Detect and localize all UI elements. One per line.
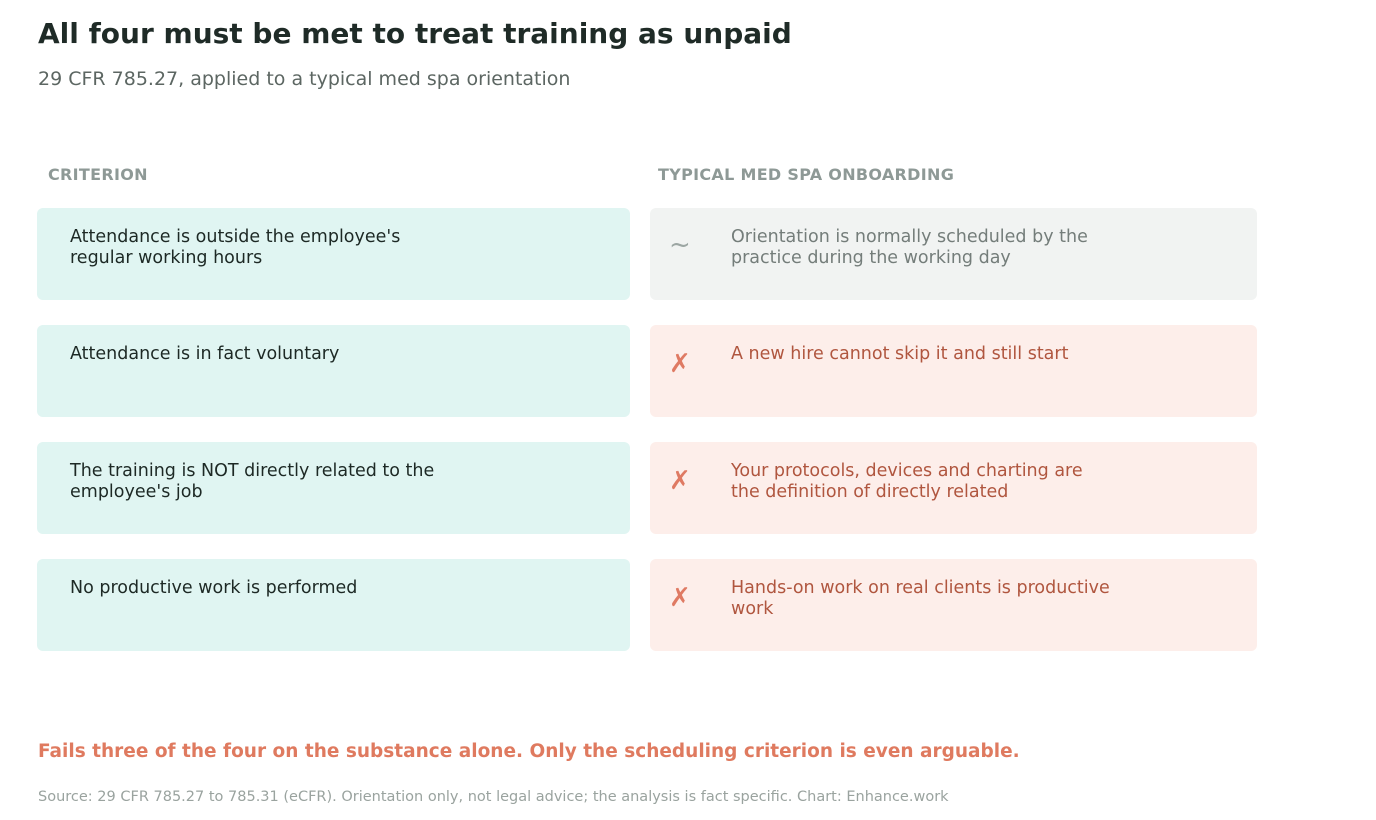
criterion-row: The training is NOT directly related to …	[0, 442, 1376, 534]
assessment-card-fails: ✗ Your protocols, devices and charting a…	[650, 442, 1257, 534]
criterion-card: No productive work is performed	[37, 559, 630, 651]
criterion-text: Attendance is outside the employee's reg…	[70, 227, 401, 268]
cross-icon: ✗	[669, 466, 691, 496]
assessment-card-arguable: ~ Orientation is normally scheduled by t…	[650, 208, 1257, 300]
assessment-text: Hands-on work on real clients is product…	[731, 578, 1110, 619]
criterion-card: Attendance is in fact voluntary	[37, 325, 630, 417]
page-subtitle: 29 CFR 785.27, applied to a typical med …	[38, 68, 571, 90]
source-note: Source: 29 CFR 785.27 to 785.31 (eCFR). …	[38, 789, 949, 805]
criterion-card: Attendance is outside the employee's reg…	[37, 208, 630, 300]
criterion-text: No productive work is performed	[70, 578, 358, 598]
criterion-text: Attendance is in fact voluntary	[70, 344, 340, 364]
cross-icon: ✗	[669, 583, 691, 613]
tilde-icon: ~	[669, 230, 691, 260]
cross-icon: ✗	[669, 349, 691, 379]
assessment-text: Orientation is normally scheduled by the…	[731, 227, 1088, 268]
criterion-row: No productive work is performed ✗ Hands-…	[0, 559, 1376, 651]
assessment-text: A new hire cannot skip it and still star…	[731, 344, 1069, 364]
criterion-card: The training is NOT directly related to …	[37, 442, 630, 534]
verdict-text: Fails three of the four on the substance…	[38, 741, 1020, 762]
criterion-row: Attendance is outside the employee's reg…	[0, 208, 1376, 300]
assessment-text: Your protocols, devices and charting are…	[731, 461, 1083, 502]
page-title: All four must be met to treat training a…	[38, 17, 792, 50]
column-header-criterion: CRITERION	[48, 165, 148, 184]
assessment-card-fails: ✗ Hands-on work on real clients is produ…	[650, 559, 1257, 651]
column-header-onboarding: TYPICAL MED SPA ONBOARDING	[658, 165, 955, 184]
assessment-card-fails: ✗ A new hire cannot skip it and still st…	[650, 325, 1257, 417]
criterion-text: The training is NOT directly related to …	[70, 461, 435, 502]
criterion-row: Attendance is in fact voluntary ✗ A new …	[0, 325, 1376, 417]
